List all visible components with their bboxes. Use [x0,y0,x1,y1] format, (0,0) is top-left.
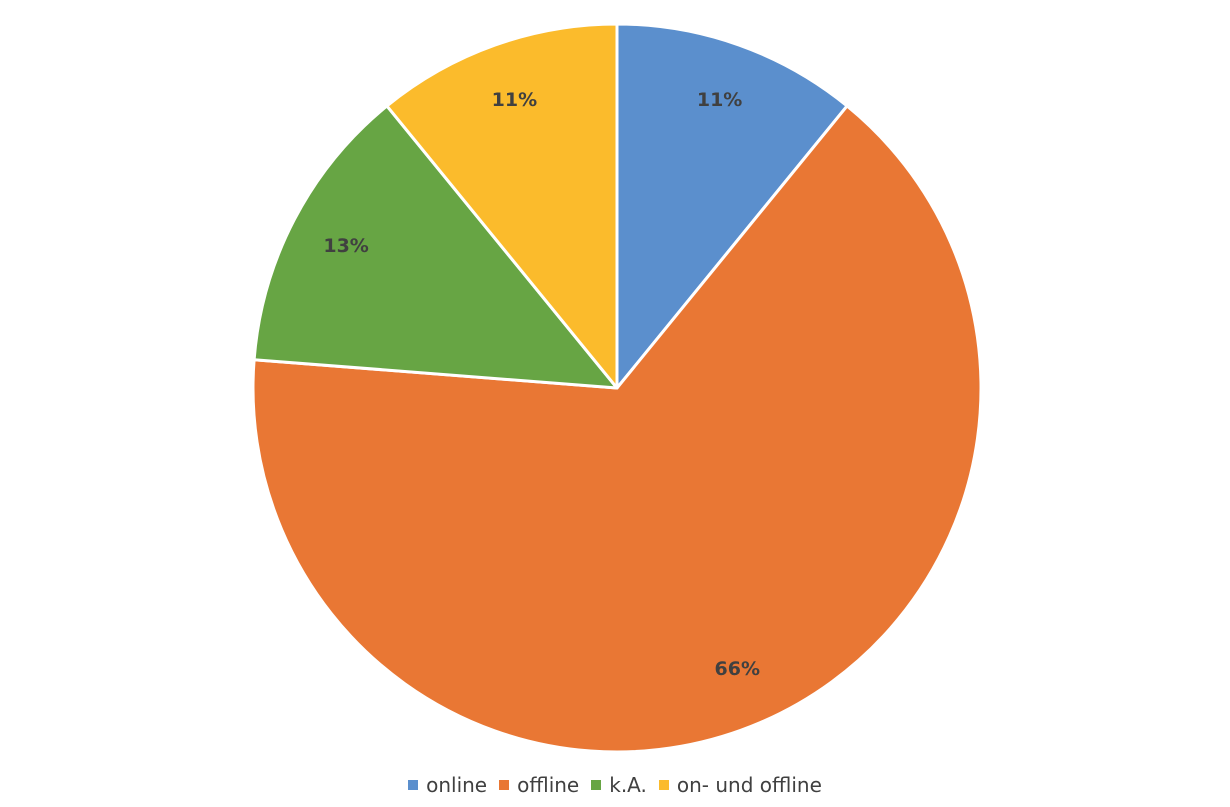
pie-data-label-3: 11% [492,89,537,111]
legend-item-2: k.A. [591,773,647,797]
legend-swatch [408,780,419,790]
pie-data-label-1: 66% [715,658,760,680]
legend-label: online [426,773,488,797]
legend-label: k.A. [609,773,647,797]
legend-item-3: on- und offline [658,773,822,797]
pie-slice-1 [251,104,983,754]
pie-slices [251,22,983,754]
pie-slice-3 [385,22,619,390]
pie-data-label-0: 11% [697,89,742,111]
pie-data-labels: 11% 66% 13% 11% [323,89,760,680]
legend-item-1: offline [499,773,579,797]
legend-swatch [499,780,510,790]
legend-label: on- und offline [676,773,822,797]
pie-slice-0 [615,22,849,390]
legend-label: offline [517,773,580,797]
pie-slice-2 [252,104,619,390]
chart-legend: online offline k.A. on- und offline [0,771,1230,799]
pie-data-label-2: 13% [323,235,368,257]
legend-item-0: online [408,773,487,797]
legend-swatch [658,780,669,790]
legend-swatch [591,780,602,790]
